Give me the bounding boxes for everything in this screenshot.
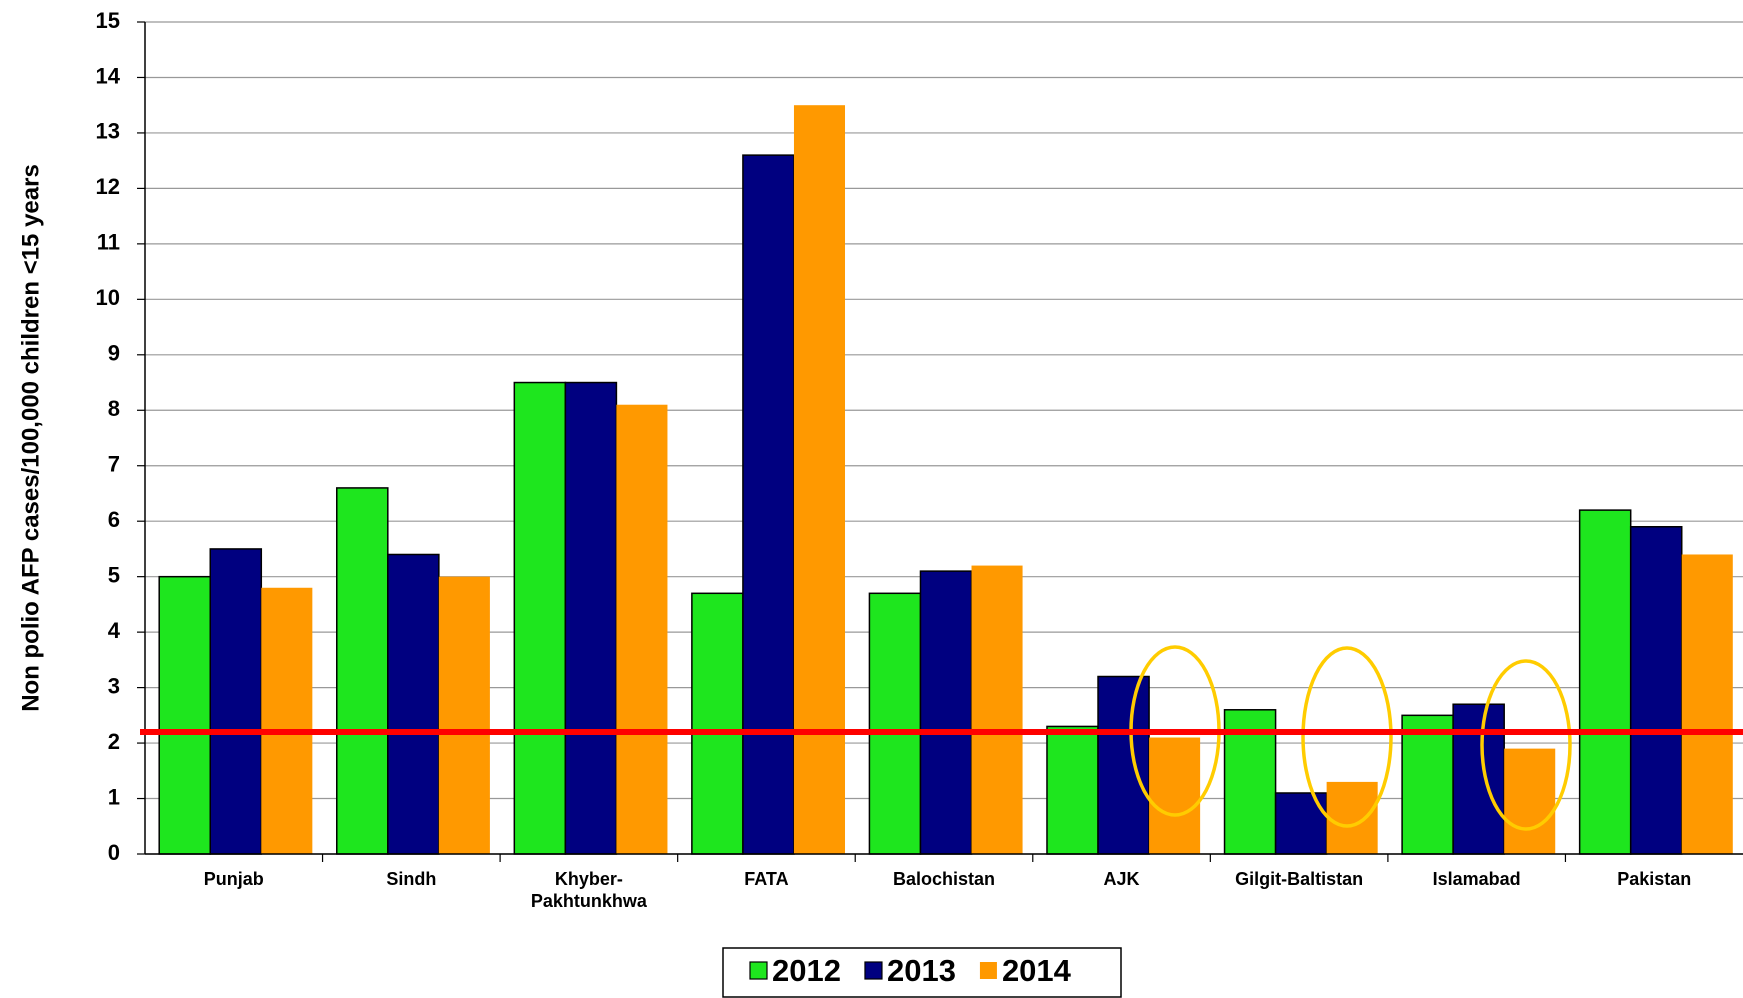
- bar: [261, 587, 313, 854]
- y-tick-label: 4: [108, 618, 121, 643]
- x-tick-label-line: Pakhtunkhwa: [531, 891, 648, 911]
- x-tick-label-line: Pakistan: [1617, 869, 1691, 889]
- y-axis-label: Non polio AFP cases/100,000 children <15…: [17, 164, 44, 712]
- bar: [564, 381, 618, 855]
- x-tick-label: Pakistan: [1617, 869, 1691, 889]
- x-tick-label-line: FATA: [744, 869, 788, 889]
- x-tick-label-line: Sindh: [386, 869, 436, 889]
- legend-swatch: [749, 961, 768, 980]
- y-tick-label: 14: [96, 63, 121, 88]
- bar: [1046, 725, 1099, 855]
- y-tick-label: 10: [96, 285, 120, 310]
- x-tick-label-line: Khyber-: [555, 869, 623, 889]
- y-tick-label: 11: [97, 230, 120, 255]
- x-tick-label-line: AJK: [1104, 869, 1140, 889]
- legend-label: 2012: [772, 953, 841, 988]
- bar: [919, 570, 973, 855]
- y-tick-label: 7: [108, 452, 120, 477]
- y-tick-label: 15: [96, 8, 120, 33]
- x-tick-label: Gilgit-Baltistan: [1235, 869, 1363, 889]
- bar: [971, 565, 1023, 854]
- bar: [793, 105, 846, 854]
- y-tick-label: 1: [108, 784, 120, 809]
- bar: [387, 553, 440, 855]
- bar: [1149, 737, 1201, 854]
- x-tick-label: Punjab: [204, 869, 264, 889]
- y-tick-label: 6: [108, 507, 120, 532]
- bar: [1504, 748, 1556, 854]
- bar: [1452, 703, 1505, 855]
- legend-swatch: [979, 962, 997, 979]
- legend-swatch: [864, 961, 883, 980]
- bar: [1326, 781, 1378, 854]
- bar: [742, 154, 795, 855]
- y-tick-label: 9: [108, 341, 120, 366]
- bar: [158, 575, 212, 855]
- x-tick-label: Khyber-Pakhtunkhwa: [531, 869, 648, 911]
- bar: [438, 576, 490, 854]
- bar: [1401, 714, 1454, 855]
- x-tick-label: FATA: [744, 869, 788, 889]
- legend-label: 2014: [1002, 953, 1072, 988]
- bar: [1629, 525, 1683, 855]
- legend-box: [722, 947, 1122, 998]
- bar: [868, 592, 922, 855]
- y-tick-label: 12: [96, 174, 120, 199]
- bar: [1578, 509, 1632, 855]
- bar: [691, 592, 744, 855]
- x-tick-label-line: Punjab: [204, 869, 264, 889]
- x-tick-label: Balochistan: [893, 869, 995, 889]
- y-tick-label: 8: [108, 396, 120, 421]
- y-tick-label: 5: [108, 562, 120, 587]
- bar: [616, 404, 668, 854]
- highlight-circle: [1480, 659, 1572, 831]
- x-tick-label: AJK: [1104, 869, 1140, 889]
- x-tick-label-line: Balochistan: [893, 869, 995, 889]
- y-tick-label: 0: [108, 840, 120, 865]
- x-tick-label: Sindh: [386, 869, 436, 889]
- bar: [209, 548, 263, 855]
- y-tick-label: 2: [108, 729, 120, 754]
- x-tick-label-line: Islamabad: [1433, 869, 1521, 889]
- highlight-circle: [1301, 646, 1393, 828]
- x-tick-label: Islamabad: [1433, 869, 1521, 889]
- bar: [1097, 675, 1150, 855]
- y-tick-label: 3: [108, 673, 120, 698]
- x-tick-label-line: Gilgit-Baltistan: [1235, 869, 1363, 889]
- y-tick-label: 13: [96, 119, 120, 144]
- bar: [513, 381, 567, 855]
- legend-label: 2013: [887, 953, 956, 988]
- bar: [336, 487, 389, 855]
- bar: [1681, 554, 1733, 854]
